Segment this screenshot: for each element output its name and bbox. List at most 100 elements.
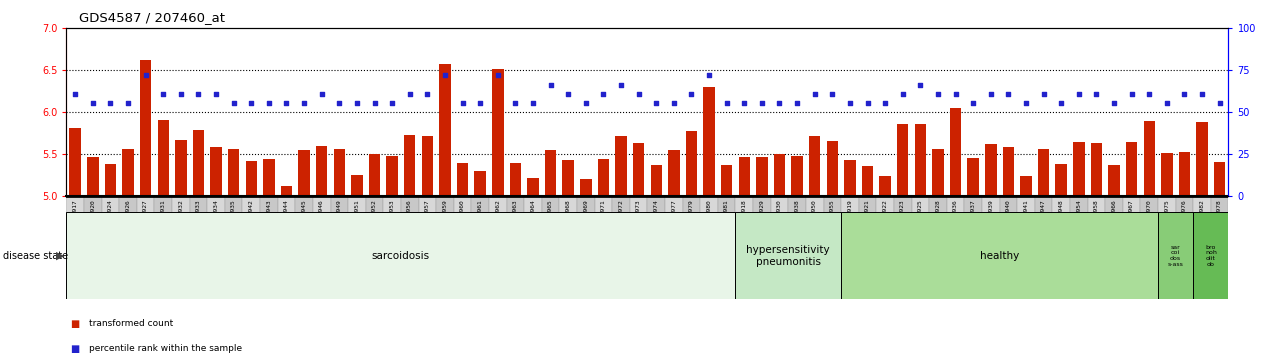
Text: GSM479961: GSM479961	[478, 199, 483, 233]
Point	[1209, 100, 1230, 106]
Bar	[842, 212, 1158, 299]
Bar	[738, 157, 750, 196]
Text: GSM479975: GSM479975	[1165, 199, 1170, 233]
Bar	[105, 164, 116, 196]
Bar	[175, 140, 186, 196]
Point	[981, 91, 1001, 97]
Point	[911, 82, 931, 87]
Point	[83, 100, 103, 106]
Text: GSM479927: GSM479927	[143, 199, 148, 233]
Point	[153, 91, 174, 97]
Text: GSM479922: GSM479922	[882, 199, 888, 233]
Bar	[683, 196, 700, 251]
Point	[65, 91, 86, 97]
Bar	[1158, 196, 1176, 251]
Bar	[1052, 196, 1070, 251]
Bar	[858, 196, 876, 251]
Bar	[1018, 196, 1034, 251]
Bar	[123, 149, 134, 196]
Text: GSM479920: GSM479920	[91, 199, 96, 233]
Text: GSM479978: GSM479978	[1217, 199, 1222, 233]
Bar	[806, 196, 824, 251]
Bar	[281, 187, 292, 196]
Text: GSM479972: GSM479972	[618, 199, 623, 233]
Point	[734, 100, 755, 106]
Text: GSM479977: GSM479977	[672, 199, 677, 233]
Text: GSM479940: GSM479940	[1006, 199, 1011, 233]
Bar	[736, 196, 753, 251]
Point	[1191, 91, 1212, 97]
Text: ▶: ▶	[56, 251, 65, 261]
Bar	[1000, 196, 1018, 251]
Bar	[1193, 196, 1211, 251]
Point	[716, 100, 737, 106]
Text: GSM479969: GSM479969	[584, 199, 589, 233]
Bar	[1140, 196, 1158, 251]
Point	[276, 100, 296, 106]
Point	[576, 100, 596, 106]
Bar	[507, 196, 524, 251]
Bar	[1197, 122, 1208, 196]
Bar	[211, 147, 222, 196]
Point	[963, 100, 983, 106]
Text: disease state: disease state	[3, 251, 68, 261]
Point	[100, 100, 120, 106]
Point	[1051, 100, 1071, 106]
Bar	[736, 212, 842, 299]
Point	[558, 91, 578, 97]
Bar	[457, 163, 469, 196]
Text: GSM479962: GSM479962	[495, 199, 501, 233]
Bar	[1214, 162, 1226, 196]
Text: GSM479957: GSM479957	[425, 199, 430, 233]
Bar	[1088, 196, 1105, 251]
Text: GSM479935: GSM479935	[231, 199, 236, 233]
Bar	[277, 196, 295, 251]
Point	[294, 100, 314, 106]
Point	[857, 100, 877, 106]
Text: GSM479924: GSM479924	[109, 199, 112, 233]
Bar	[229, 149, 239, 196]
Bar	[137, 196, 155, 251]
Text: ■: ■	[70, 344, 79, 354]
Bar	[1143, 121, 1154, 196]
Point	[646, 100, 667, 106]
Text: sar
coi
dos
s-ass: sar coi dos s-ass	[1167, 245, 1184, 267]
Point	[1087, 91, 1107, 97]
Text: GSM479931: GSM479931	[161, 199, 166, 233]
Text: GSM479963: GSM479963	[513, 199, 518, 233]
Bar	[510, 163, 521, 196]
Bar	[968, 158, 979, 196]
Bar	[577, 196, 595, 251]
Text: healthy: healthy	[979, 251, 1019, 261]
Text: GSM479956: GSM479956	[407, 199, 412, 233]
Point	[382, 100, 402, 106]
Text: GSM479921: GSM479921	[865, 199, 870, 233]
Bar	[722, 165, 733, 196]
Text: transformed count: transformed count	[89, 319, 174, 329]
Bar	[756, 157, 767, 196]
Bar	[140, 60, 152, 196]
Bar	[824, 196, 842, 251]
Bar	[492, 69, 503, 196]
Bar	[946, 196, 964, 251]
Bar	[862, 166, 873, 196]
Point	[540, 82, 561, 87]
Bar	[190, 196, 207, 251]
Bar	[876, 196, 894, 251]
Text: GSM479958: GSM479958	[1094, 199, 1099, 233]
Bar	[331, 196, 349, 251]
Bar	[580, 179, 591, 196]
Bar	[562, 160, 573, 196]
Bar	[880, 176, 891, 196]
Bar	[419, 196, 437, 251]
Point	[223, 100, 244, 106]
Point	[893, 91, 913, 97]
Bar	[1126, 142, 1138, 196]
Bar	[1020, 176, 1032, 196]
Point	[400, 91, 420, 97]
Bar	[437, 196, 453, 251]
Text: GSM479919: GSM479919	[848, 199, 853, 233]
Text: GSM479953: GSM479953	[389, 199, 395, 233]
Point	[434, 73, 455, 78]
Bar	[313, 196, 331, 251]
